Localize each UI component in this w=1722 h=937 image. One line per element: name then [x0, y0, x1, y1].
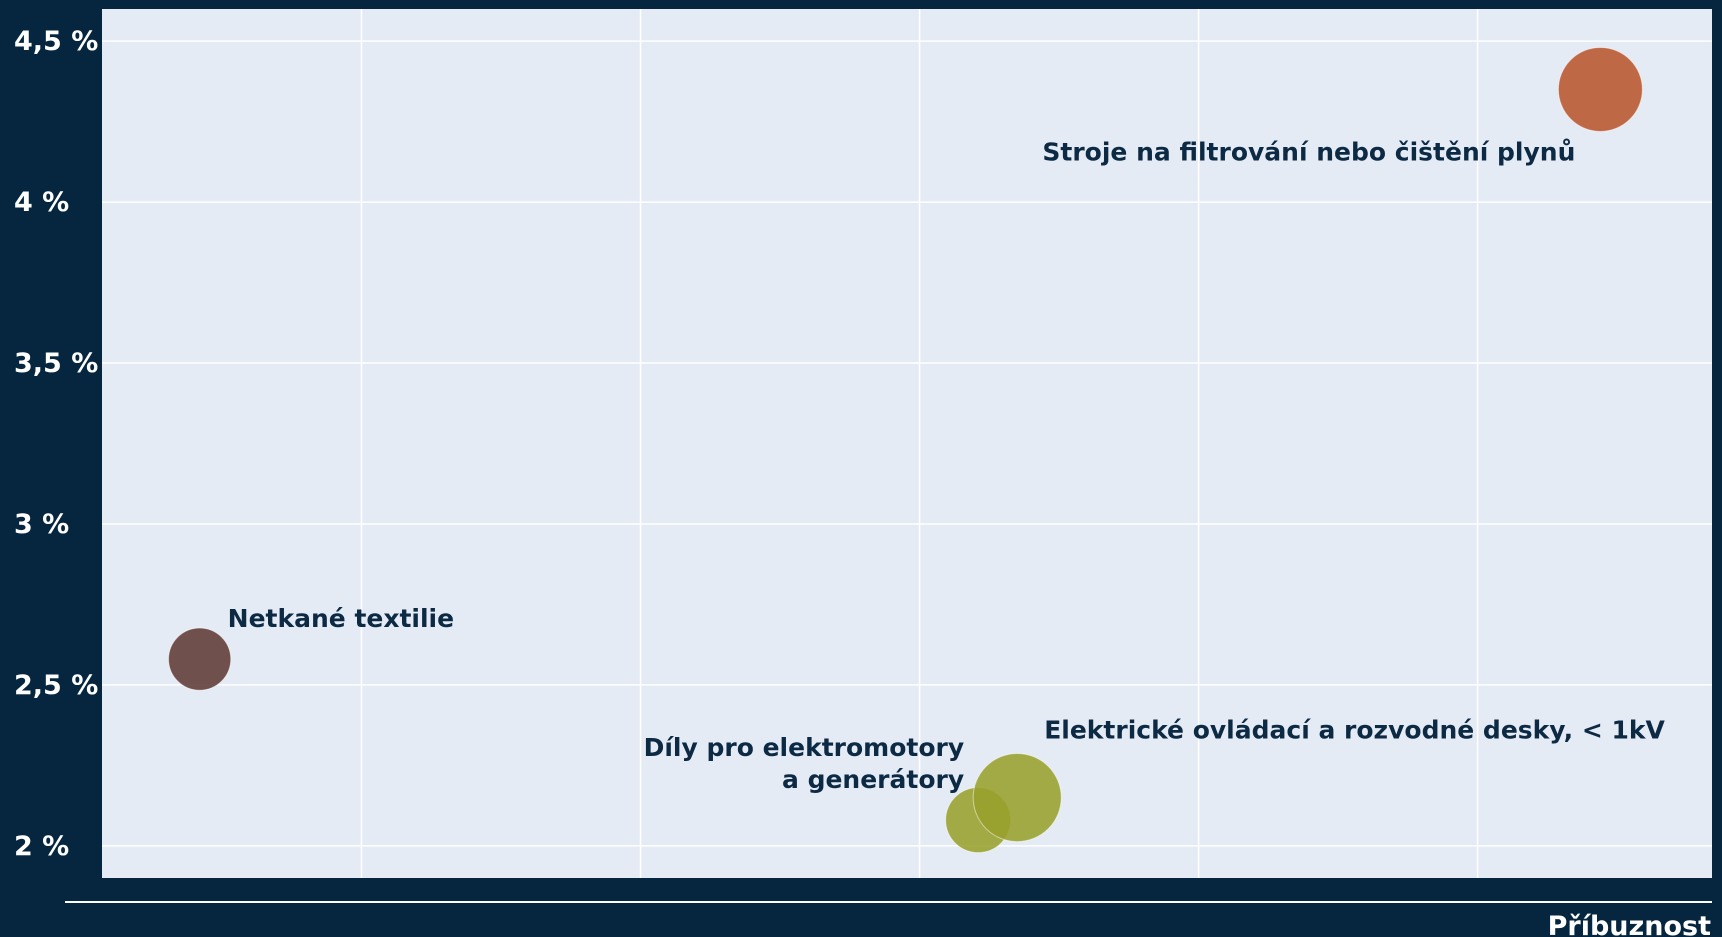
- data-point: [972, 752, 1062, 843]
- data-label: Stroje na filtrování nebo čištění plynů: [1042, 137, 1575, 166]
- y-tick-labels: 2 % 2,5 % 3 % 3,5 % 4 % 4,5 %: [14, 26, 98, 862]
- plot-area: [102, 9, 1712, 878]
- x-axis-label: Příbuznost: [1548, 911, 1711, 937]
- x-gridlines: [360, 9, 1479, 878]
- data-points: [168, 46, 1643, 854]
- data-label: Elektrické ovládací a rozvodné desky, < …: [1044, 716, 1665, 745]
- y-tick-label: 4 %: [14, 187, 69, 218]
- data-label: Díly pro elektromotory a generátory: [644, 733, 965, 794]
- data-point: [168, 627, 232, 691]
- data-labels: Stroje na filtrování nebo čištění plynů N…: [228, 137, 1666, 794]
- y-tick-label: 2 %: [14, 831, 69, 862]
- y-tick-label: 2,5 %: [14, 670, 98, 701]
- data-point: [1557, 46, 1643, 132]
- y-tick-label: 3,5 %: [14, 348, 98, 379]
- data-label: Netkané textilie: [228, 604, 454, 633]
- y-tick-label: 4,5 %: [14, 26, 98, 57]
- y-gridlines: [102, 40, 1712, 847]
- y-tick-label: 3 %: [14, 509, 69, 540]
